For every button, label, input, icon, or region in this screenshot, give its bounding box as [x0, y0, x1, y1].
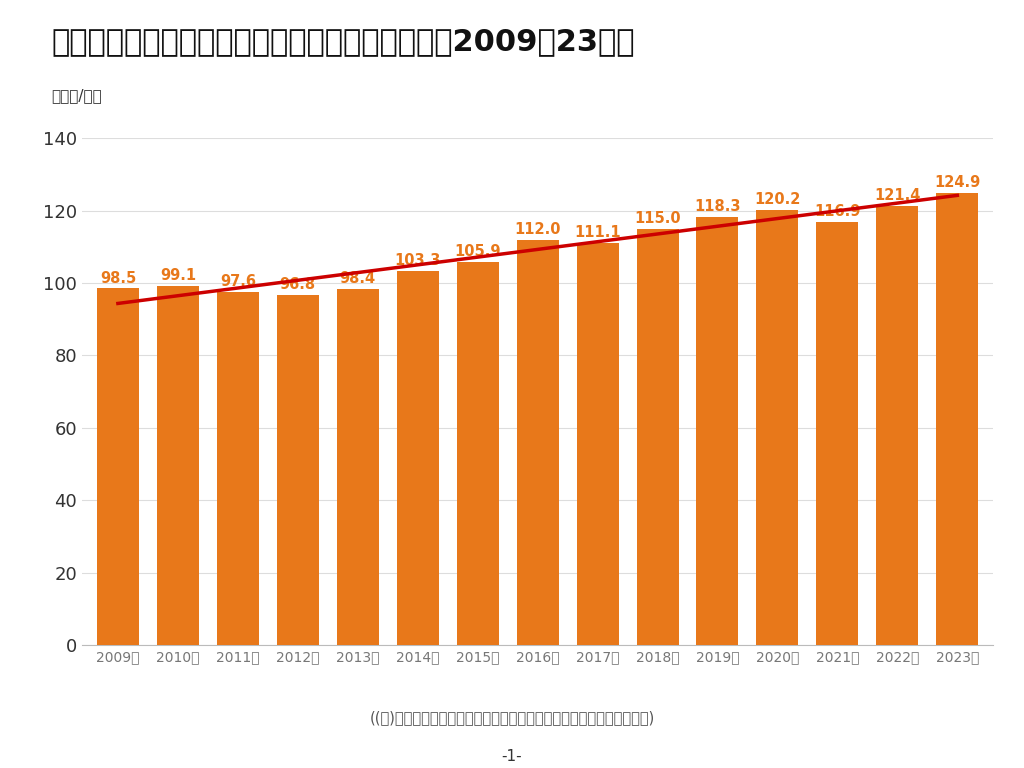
- Text: 98.4: 98.4: [340, 271, 376, 286]
- Text: 111.1: 111.1: [574, 225, 621, 240]
- Bar: [696, 217, 738, 645]
- Bar: [637, 229, 679, 645]
- Bar: [936, 193, 978, 645]
- Bar: [577, 243, 618, 645]
- Text: 115.0: 115.0: [634, 211, 681, 226]
- Bar: [877, 206, 919, 645]
- Bar: [757, 210, 799, 645]
- Text: 97.6: 97.6: [220, 274, 256, 289]
- Text: 120.2: 120.2: [755, 192, 801, 207]
- Text: 103.3: 103.3: [394, 253, 441, 268]
- Text: 98.5: 98.5: [99, 270, 136, 286]
- Text: （万円/㎡）: （万円/㎡）: [51, 88, 102, 104]
- Text: 105.9: 105.9: [455, 243, 501, 259]
- Bar: [457, 262, 499, 645]
- Text: 112.0: 112.0: [514, 222, 561, 237]
- Text: 124.9: 124.9: [934, 175, 980, 190]
- Text: 116.9: 116.9: [814, 204, 860, 219]
- Text: 121.4: 121.4: [874, 187, 921, 203]
- Bar: [157, 286, 199, 645]
- Text: -1-: -1-: [502, 749, 522, 764]
- Text: 96.8: 96.8: [280, 276, 315, 292]
- Bar: [337, 289, 379, 645]
- Bar: [816, 222, 858, 645]
- Text: 投資用マンションの平均㎡単価の推移（首都圏：2009〜23年）: 投資用マンションの平均㎡単価の推移（首都圏：2009〜23年）: [51, 27, 635, 56]
- Bar: [396, 271, 438, 645]
- Text: ((株)不動産経済研究所「首都圏投資用マンション市場動向」より作成): ((株)不動産経済研究所「首都圏投資用マンション市場動向」より作成): [370, 710, 654, 726]
- Bar: [517, 240, 558, 645]
- Text: 118.3: 118.3: [694, 199, 740, 214]
- Bar: [97, 289, 139, 645]
- Bar: [276, 295, 318, 645]
- Text: 99.1: 99.1: [160, 269, 196, 283]
- Bar: [217, 292, 259, 645]
